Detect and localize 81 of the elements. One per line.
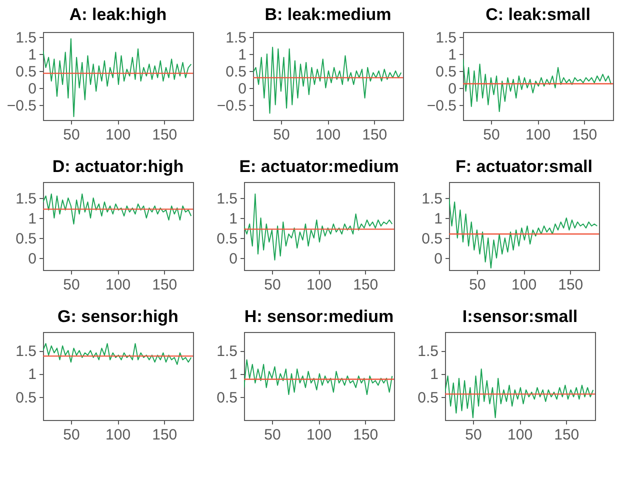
x-tick-label: 150	[572, 126, 598, 144]
x-tick-label: 50	[469, 276, 486, 294]
y-tick-label: 1	[434, 210, 442, 228]
x-tick-label: 100	[306, 426, 332, 444]
x-tick-label: 50	[483, 126, 500, 144]
x-tick-label: 50	[465, 426, 482, 444]
y-tick-label: 1	[28, 46, 36, 64]
y-tick-label: 0	[238, 80, 246, 98]
y-tick-label: 1.5	[418, 343, 438, 360]
y-tick-label: −0.5	[426, 97, 456, 114]
y-tick-label: 0	[448, 80, 456, 98]
y-tick-label: 1	[28, 366, 36, 384]
x-tick-label: 50	[63, 426, 80, 444]
y-tick-label: −0.5	[6, 97, 36, 114]
line-series	[43, 343, 192, 365]
x-tick-label: 150	[152, 426, 178, 444]
line-series	[244, 359, 393, 396]
x-tick-label: 100	[526, 126, 551, 144]
chart-title: I:sensor:small	[462, 307, 578, 326]
line-series	[43, 38, 192, 118]
chart-title: D: actuator:high	[52, 157, 184, 176]
y-tick-label: 1	[430, 366, 438, 384]
x-tick-label: 50	[63, 126, 80, 144]
y-tick-label: 0.5	[226, 63, 246, 80]
x-tick-label: 150	[353, 276, 378, 294]
x-tick-label: 150	[152, 276, 178, 294]
x-tick-label: 50	[273, 126, 290, 144]
y-tick-label: 0.5	[436, 63, 456, 80]
y-tick-label: 1.5	[16, 343, 36, 360]
y-tick-label: 1.5	[226, 30, 246, 47]
chart-title: C: leak:small	[486, 5, 590, 24]
y-tick-label: 0.5	[216, 389, 238, 406]
x-tick-label: 100	[316, 126, 341, 144]
x-tick-label: 50	[264, 426, 281, 444]
y-tick-label: 0.5	[16, 230, 36, 248]
x-tick-label: 50	[63, 276, 80, 294]
y-tick-label: 1	[28, 210, 36, 228]
x-tick-label: 100	[512, 276, 537, 294]
x-tick-label: 100	[106, 276, 131, 294]
x-tick-label: 50	[264, 276, 281, 294]
chart-title: G: sensor:high	[58, 307, 178, 326]
y-tick-label: 1.5	[16, 190, 36, 208]
y-tick-label: 0	[229, 250, 238, 268]
line-series	[449, 198, 598, 268]
x-tick-label: 100	[106, 126, 131, 144]
x-tick-label: 150	[362, 126, 388, 144]
y-tick-label: 0.5	[216, 230, 238, 248]
y-tick-label: 0	[28, 80, 36, 98]
y-tick-label: 1.5	[216, 343, 238, 360]
chart-title: H: sensor:medium	[244, 307, 394, 326]
chart-title: E: actuator:medium	[239, 157, 399, 176]
x-tick-label: 150	[353, 426, 378, 444]
x-tick-label: 150	[152, 126, 178, 144]
x-tick-label: 150	[554, 426, 580, 444]
y-tick-label: −0.5	[216, 97, 246, 114]
y-tick-label: 1	[229, 366, 238, 384]
x-tick-label: 100	[508, 426, 533, 444]
y-tick-label: 0.5	[422, 230, 442, 248]
chart-title: B: leak:medium	[264, 5, 392, 24]
y-tick-label: 1	[229, 210, 238, 228]
y-tick-label: 0	[28, 250, 36, 268]
line-series	[244, 194, 393, 260]
x-tick-label: 150	[558, 276, 584, 294]
y-tick-label: 1.5	[422, 190, 442, 208]
y-tick-label: 1.5	[216, 190, 238, 208]
line-series	[445, 368, 594, 418]
y-tick-label: 0	[434, 250, 442, 268]
y-tick-label: 0.5	[16, 389, 36, 406]
y-tick-label: 0.5	[418, 389, 438, 406]
line-series	[43, 194, 192, 224]
y-tick-label: 0.5	[16, 63, 36, 80]
y-tick-label: 1.5	[436, 30, 456, 47]
chart-title: F: actuator:small	[456, 157, 592, 176]
line-series	[253, 46, 402, 114]
x-tick-label: 100	[106, 426, 131, 444]
x-tick-label: 100	[306, 276, 332, 294]
chart-title: A: leak:high	[69, 5, 167, 24]
y-tick-label: 1.5	[16, 30, 36, 47]
y-tick-label: 1	[238, 46, 246, 64]
line-series	[463, 58, 612, 112]
y-tick-label: 1	[448, 46, 456, 64]
